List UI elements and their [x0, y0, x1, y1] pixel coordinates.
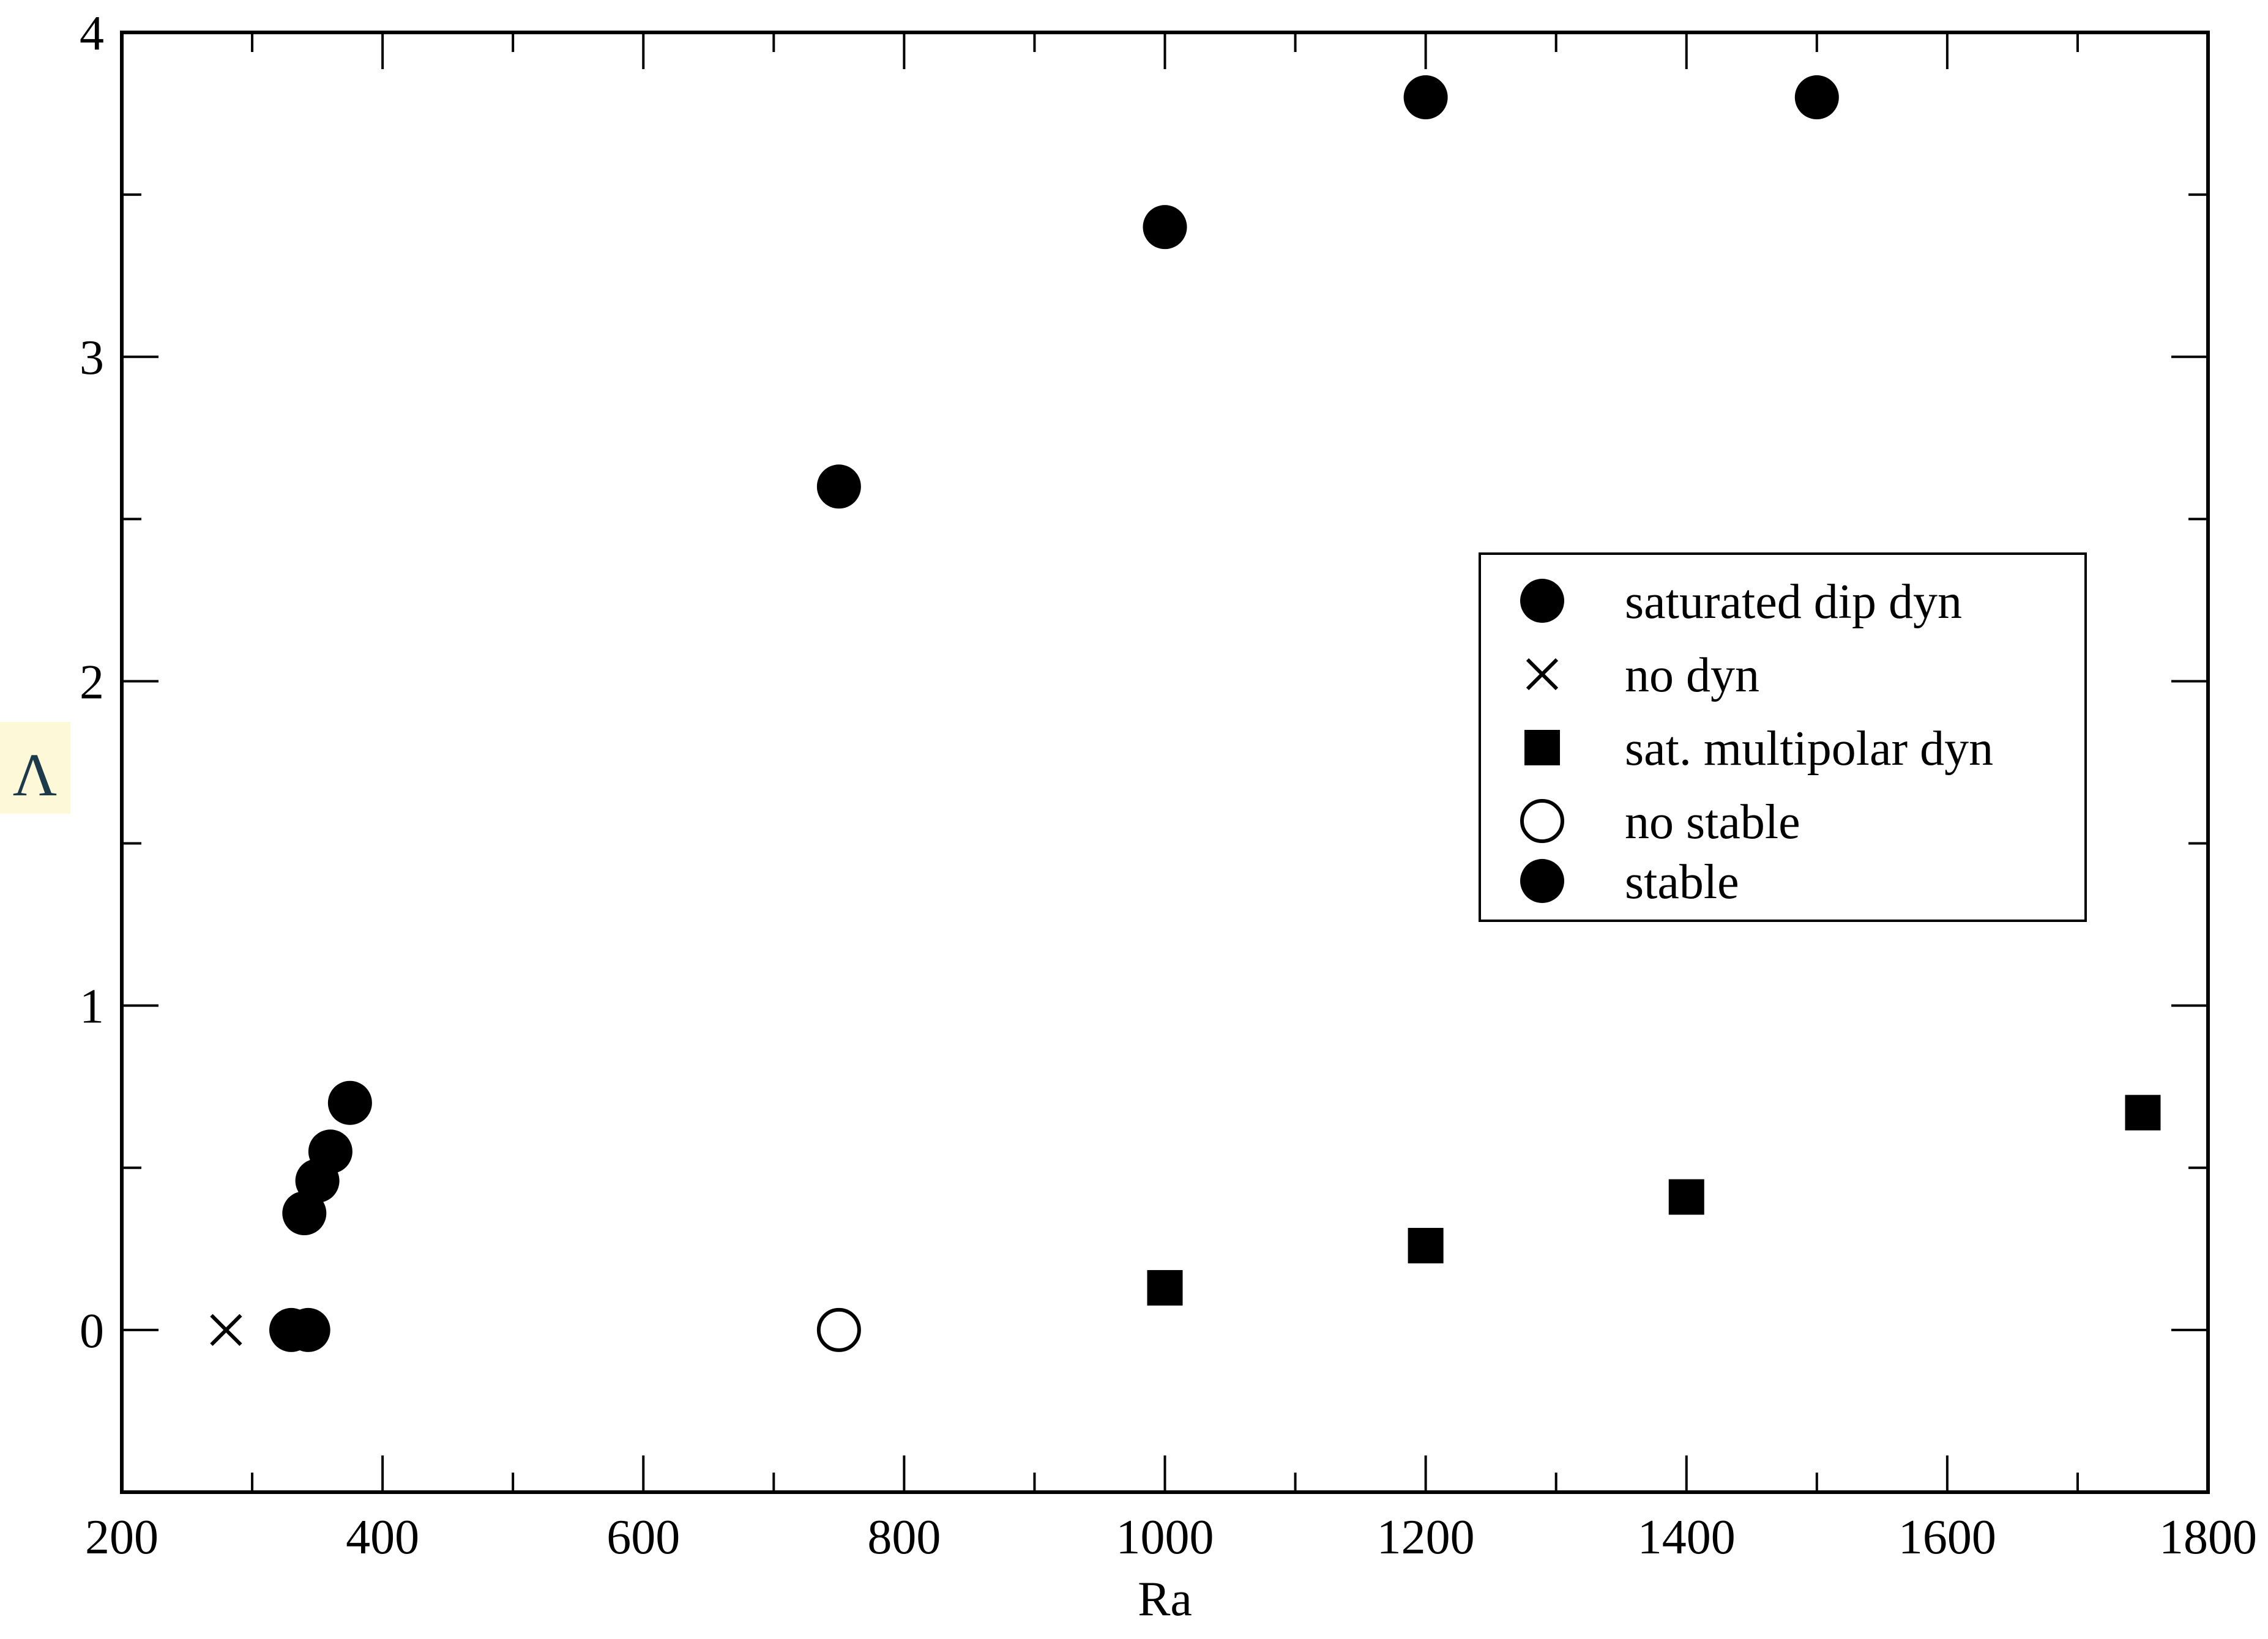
- x-tick-label: 1000: [1116, 1511, 1214, 1564]
- legend-marker: [1520, 579, 1564, 623]
- x-tick-label: 1600: [1898, 1511, 1996, 1564]
- y-axis-label-highlight: [0, 722, 70, 814]
- data-point: [308, 1129, 353, 1174]
- x-tick-label: 800: [867, 1511, 941, 1564]
- legend-label: saturated dip dyn: [1625, 575, 1962, 629]
- data-point: [1794, 75, 1839, 120]
- x-tick-label: 400: [346, 1511, 419, 1564]
- y-tick-label: 0: [80, 1304, 104, 1358]
- legend-label: no dyn: [1625, 649, 1759, 702]
- data-point: [1403, 75, 1448, 120]
- data-point: [1147, 1269, 1183, 1306]
- legend-marker: [1520, 859, 1564, 903]
- legend-marker: [1520, 799, 1564, 843]
- x-tick-label: 200: [85, 1511, 159, 1564]
- x-tick-label: 1400: [1638, 1511, 1736, 1564]
- legend-label: no stable: [1625, 795, 1800, 849]
- x-tick-label: 1200: [1377, 1511, 1475, 1564]
- data-point: [1668, 1179, 1704, 1215]
- data-point: [1143, 205, 1187, 250]
- data-point: [286, 1307, 330, 1352]
- x-tick-label: 600: [606, 1511, 680, 1564]
- data-point: [2125, 1095, 2161, 1131]
- legend-marker-stroke: [1526, 658, 1559, 691]
- legend-box: [1479, 552, 2087, 922]
- data-point: [327, 1080, 372, 1125]
- y-tick-label: 1: [80, 980, 104, 1034]
- x-tick-label: 1800: [2159, 1511, 2257, 1564]
- y-axis-label: Λ: [13, 741, 58, 809]
- data-point: [816, 464, 861, 509]
- y-tick-label: 3: [80, 331, 104, 385]
- legend-marker: [1526, 658, 1559, 691]
- legend-label: stable: [1625, 855, 1739, 909]
- data-point: [210, 1314, 242, 1347]
- legend-label: sat. multipolar dyn: [1625, 722, 1993, 776]
- y-tick-label: 4: [80, 7, 104, 61]
- data-point: [816, 1307, 861, 1352]
- data-point-stroke: [210, 1314, 242, 1347]
- legend-marker: [1524, 730, 1560, 765]
- x-axis-label: Ra: [1138, 1572, 1192, 1626]
- data-point: [1408, 1228, 1444, 1264]
- y-tick-label: 2: [80, 655, 104, 709]
